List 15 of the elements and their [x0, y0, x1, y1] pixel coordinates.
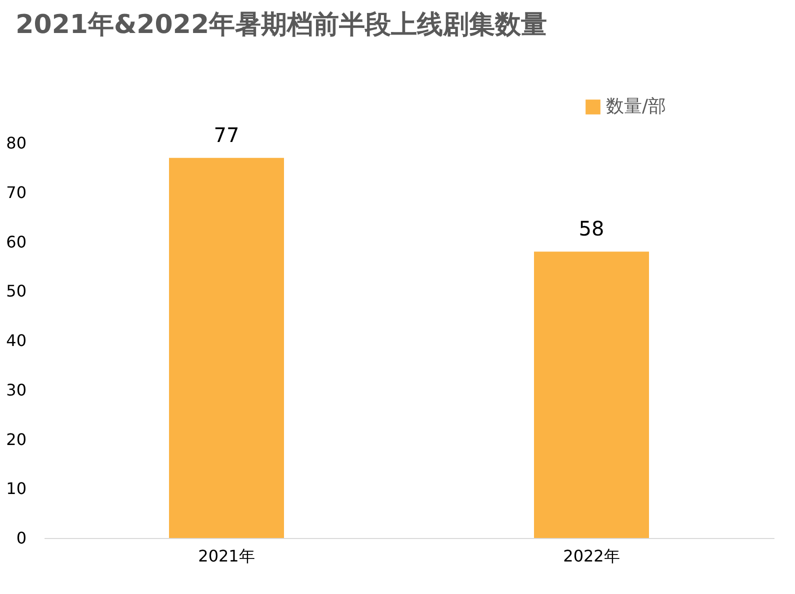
y-tick-label: 40: [6, 331, 26, 350]
chart-title: 2021年&2022年暑期档前半段上线剧集数量: [16, 10, 548, 40]
legend-label: 数量/部: [606, 96, 666, 117]
y-tick-label: 70: [6, 182, 26, 202]
y-tick-label: 10: [6, 479, 26, 498]
y-tick-label: 30: [6, 380, 26, 400]
data-label: 77: [214, 122, 240, 147]
y-tick-label: 20: [6, 430, 26, 449]
data-label: 58: [578, 216, 604, 241]
x-tick-label: 2021年: [198, 546, 255, 566]
x-tick-label: 2022年: [563, 546, 620, 566]
y-tick-label: 0: [16, 528, 26, 548]
y-tick-label: 50: [6, 282, 26, 301]
y-tick-label: 60: [6, 232, 26, 252]
y-tick-label: 80: [6, 134, 26, 152]
